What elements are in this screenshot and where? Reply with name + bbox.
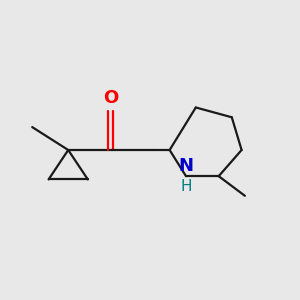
Text: N: N <box>178 157 194 175</box>
Text: H: H <box>180 179 192 194</box>
Text: O: O <box>103 89 118 107</box>
